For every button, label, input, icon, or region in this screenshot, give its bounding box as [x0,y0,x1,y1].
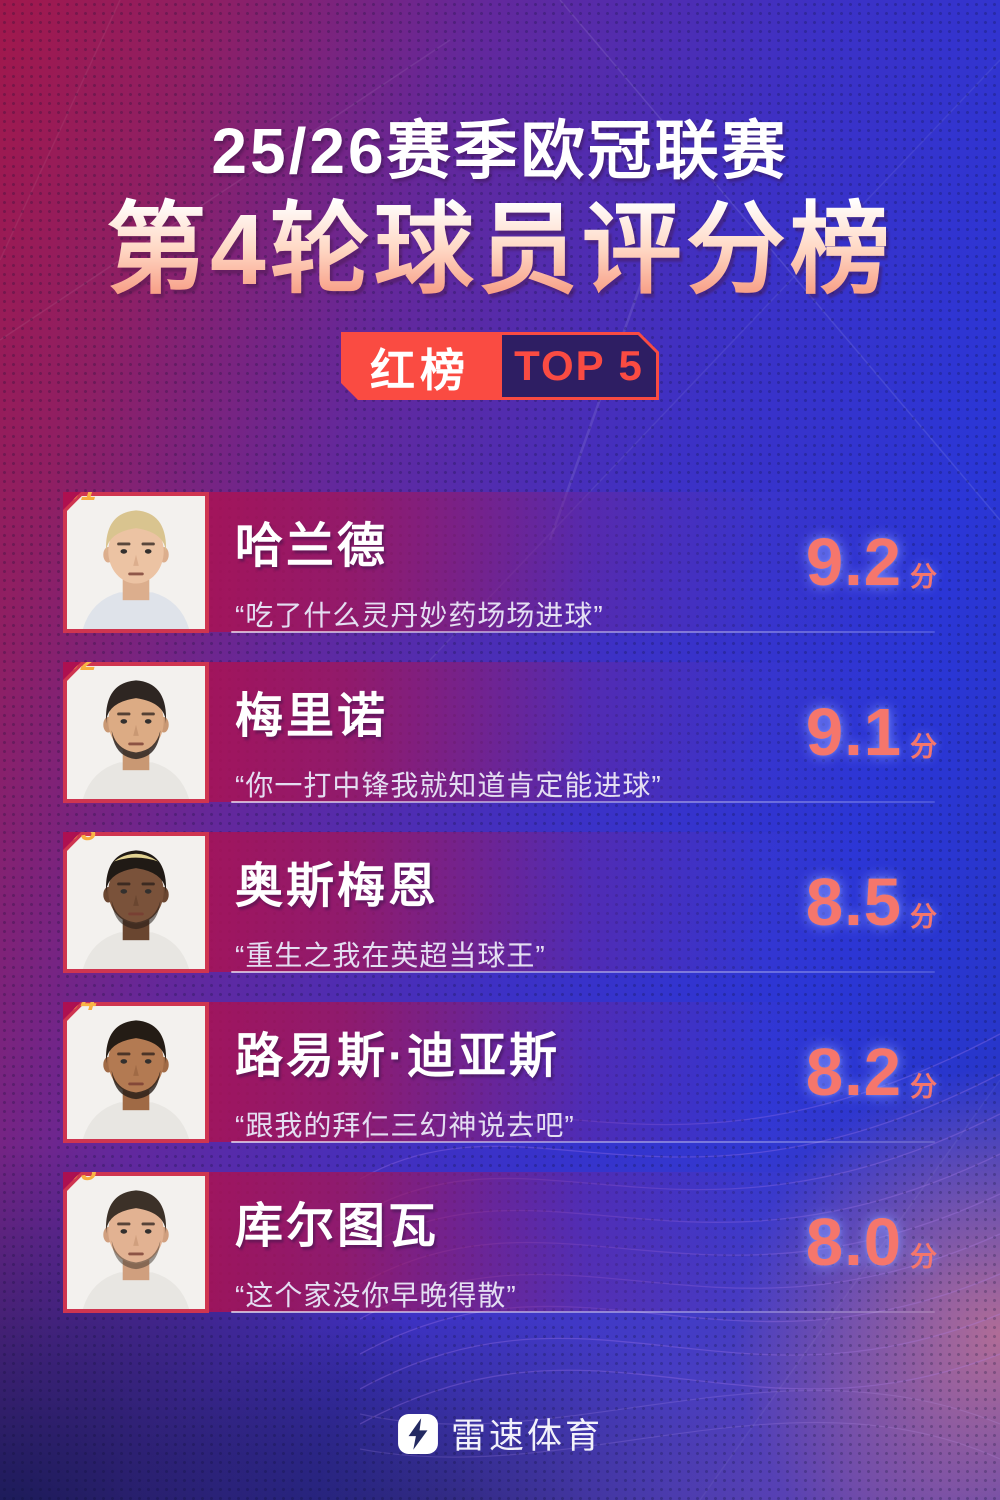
player-photo-frame: 04 [63,1002,209,1143]
player-photo [67,666,205,799]
player-row-3: 03 奥斯梅恩 “重生之我在英超当球王” 8.5 分 [63,832,937,973]
player-score: 9.1 分 [806,662,937,802]
player-photo [67,1176,205,1309]
player-name: 路易斯·迪亚斯 [235,1030,560,1083]
lightning-bolt-icon [397,1413,439,1455]
red-list-label: 红榜 [369,344,470,396]
player-photo [67,836,205,969]
player-photo-frame: 03 [63,832,209,973]
player-avatar-image [67,1176,205,1309]
row-divider [231,631,935,633]
player-row-5: 05 库尔图瓦 “这个家没你早晚得散” 8.0 分 [63,1172,937,1313]
player-name: 梅里诺 [235,690,389,743]
poster-title: 第4轮球员评分榜 [0,168,1000,313]
score-value: 8.2 [805,1034,902,1110]
player-quote: “吃了什么灵丹妙药场场进球” [235,600,604,631]
score-value: 9.1 [805,694,902,770]
player-ranking-list: 01 哈兰德 “吃了什么灵丹妙药场场进球” 9.2 分 [63,492,937,1322]
brand-name: 雷速体育 [450,1417,603,1456]
player-photo-frame: 05 [63,1172,209,1313]
row-divider [231,1311,935,1313]
brand-footer: 雷速体育 [0,1408,1000,1459]
player-photo-frame: 01 [63,492,209,633]
player-row-1: 01 哈兰德 “吃了什么灵丹妙药场场进球” 9.2 分 [63,492,937,633]
player-avatar-image [67,496,205,629]
player-score: 8.0 分 [806,1172,937,1312]
score-unit: 分 [910,1241,937,1272]
player-avatar-image [67,666,205,799]
player-quote: “你一打中锋我就知道肯定能进球” [235,770,662,801]
player-name: 哈兰德 [235,520,389,573]
score-value: 8.5 [805,864,902,940]
player-photo [67,1006,205,1139]
score-value: 9.2 [805,524,902,600]
row-divider [231,971,935,973]
player-score: 9.2 分 [806,492,937,632]
player-quote: “跟我的拜仁三幻神说去吧” [235,1110,575,1141]
player-name: 库尔图瓦 [235,1200,440,1253]
top5-label-box: TOP 5 [499,332,659,400]
player-photo-frame: 02 [63,662,209,803]
red-list-top5-badge: 红榜 TOP 5 [341,332,659,400]
score-value: 8.0 [805,1204,902,1280]
row-divider [231,801,935,803]
player-avatar-image [67,836,205,969]
player-row-4: 04 路易斯·迪亚斯 “跟我的拜仁三幻神说去吧” 8.2 分 [63,1002,937,1143]
score-unit: 分 [910,1071,937,1102]
player-avatar-image [67,1006,205,1139]
score-unit: 分 [910,731,937,762]
player-row-2: 02 梅里诺 “你一打中锋我就知道肯定能进球” 9.1 分 [63,662,937,803]
player-quote: “这个家没你早晚得散” [235,1280,517,1311]
poster-subtitle: 25/26赛季欧冠联赛 [211,115,789,187]
score-unit: 分 [910,561,937,592]
player-score: 8.5 分 [806,832,937,972]
player-photo [67,496,205,629]
player-quote: “重生之我在英超当球王” [235,940,546,971]
score-unit: 分 [910,901,937,932]
top5-label: TOP 5 [502,335,656,397]
player-score: 8.2 分 [806,1002,937,1142]
player-name: 奥斯梅恩 [235,860,440,913]
row-divider [231,1141,935,1143]
